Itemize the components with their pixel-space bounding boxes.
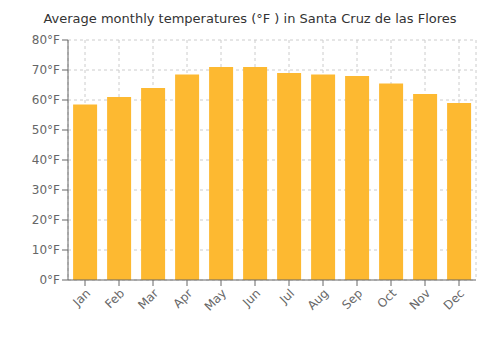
svg-text:70°F: 70°F (32, 63, 60, 77)
svg-text:80°F: 80°F (32, 33, 60, 47)
svg-text:Jun: Jun (239, 286, 263, 310)
svg-text:Feb: Feb (102, 286, 127, 311)
html-text:Average monthly temperatures (: Average monthly temperatures (°F ) in Sa… (43, 11, 457, 26)
svg-text:May: May (202, 286, 229, 313)
svg-text:Apr: Apr (171, 286, 196, 311)
svg-text:40°F: 40°F (32, 153, 60, 167)
svg-text:Oct: Oct (375, 286, 400, 311)
svg-text:10°F: 10°F (32, 243, 60, 257)
svg-text:50°F: 50°F (32, 123, 60, 137)
svg-text:Aug: Aug (305, 286, 331, 312)
svg-text:Sep: Sep (339, 286, 365, 312)
svg-text:Dec: Dec (441, 286, 467, 312)
svg-text:20°F: 20°F (32, 213, 60, 227)
svg-text:Jul: Jul (276, 286, 297, 307)
svg-text:0°F: 0°F (39, 273, 60, 287)
svg-text:Jan: Jan (69, 286, 93, 310)
svg-text:Mar: Mar (135, 286, 161, 312)
svg-text:Nov: Nov (407, 286, 433, 312)
svg-text:30°F: 30°F (32, 183, 60, 197)
svg-text:60°F: 60°F (32, 93, 60, 107)
